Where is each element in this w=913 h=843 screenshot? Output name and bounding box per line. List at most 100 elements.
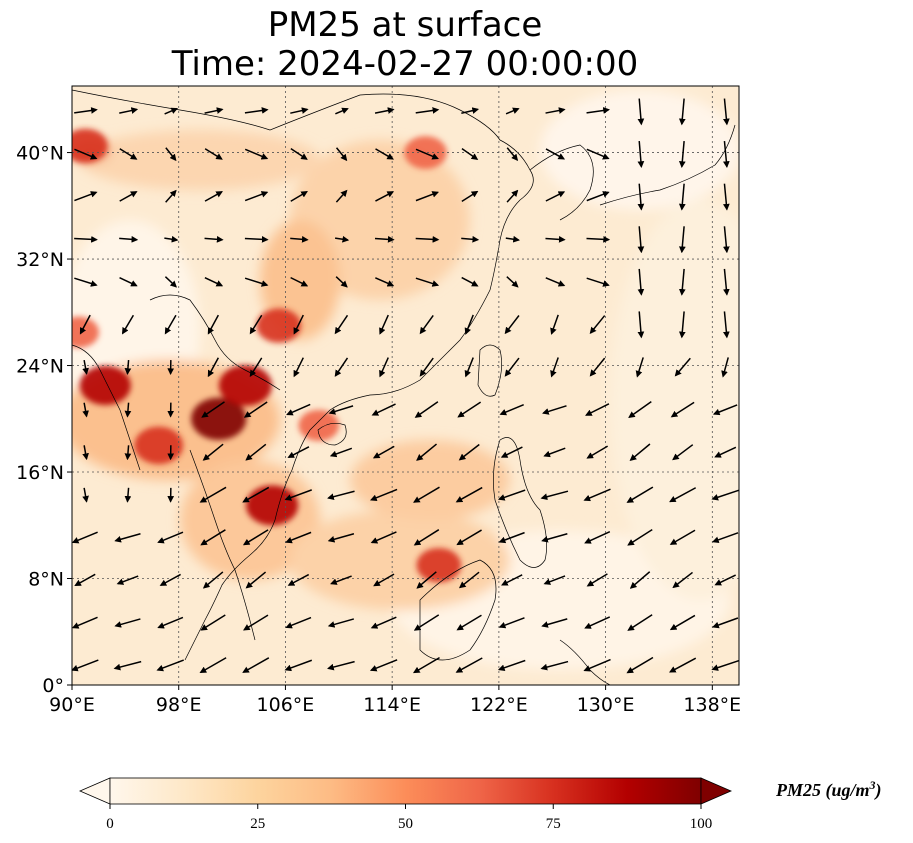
wind-arrow [121,314,135,335]
lon-tick-label-0: 90°E [49,694,95,716]
wind-arrow [243,401,268,418]
wind-arrow [461,190,479,202]
colorbar-extend-high [700,777,733,805]
wind-arrow [285,616,312,629]
wind-arrow [207,314,220,335]
wind-arrow [461,107,480,114]
wind-arrow [114,618,141,628]
wind-arrow [335,276,348,288]
wind-arrow [335,107,349,115]
wind-arrow [290,191,308,202]
wind-arrow [124,445,132,461]
wind-arrow [244,107,269,114]
hotspot-hainan-bay [298,409,340,442]
colorbar: 0 25 50 75 100 [78,777,733,832]
pm25-field [72,90,739,670]
wind-arrow [164,314,177,335]
wind-arrow [119,148,138,160]
wind-arrow [375,191,395,202]
wind-arrow [335,189,348,203]
wind-arrow [82,487,89,503]
wind-arrow [204,235,224,243]
wind-arrow [373,573,395,587]
wind-arrow [678,311,686,339]
colorbar-tick-label-4: 100 [690,816,713,832]
wind-arrow [165,189,177,203]
wind-arrow [284,489,312,501]
wind-arrow [124,402,132,418]
wind-arrow [74,235,98,243]
wind-arrow [678,226,686,254]
hotspot-myanmar-central [134,426,184,465]
wind-arrow [540,660,569,671]
wind-arrow [540,490,569,500]
wind-arrow [287,446,310,458]
wind-arrow [243,614,269,631]
wind-arrow [464,357,474,378]
wind-arrow [637,183,645,211]
wind-arrow [334,314,349,335]
wind-arrow [455,657,483,673]
wind-arrow [545,277,566,287]
wind-arrow [586,573,608,587]
wind-arrow [245,443,267,461]
wind-arrow [374,107,395,114]
wind-arrow [369,659,398,672]
wind-arrow [379,314,389,335]
wind-arrow [244,235,269,243]
wind-arrow [369,488,398,501]
wind-arrow [504,357,520,377]
wind-arrow [637,98,645,126]
wind-arrow [678,183,686,211]
wind-arrow [201,401,225,418]
wind-arrow [204,277,224,287]
wind-arrow [204,148,223,160]
wind-arrow [72,616,98,629]
hotspot-india-northeast [72,316,99,348]
wind-arrow [585,403,610,416]
wind-arrow [415,191,440,202]
wind-arrow [506,147,519,162]
wind-arrow [505,107,520,115]
lon-tick-label-5: 130°E [577,694,635,716]
lat-tick-label-2: 16°N [16,462,64,484]
wind-arrow [586,148,610,160]
wind-arrow [461,235,480,243]
wind-arrow [498,617,525,629]
wind-arrow [156,659,184,672]
wind-arrow [375,148,394,160]
wind-arrow [413,486,440,503]
wind-arrow [290,148,308,160]
hotspot-northern-thailand-laos [191,397,247,440]
wind-arrow [74,277,98,287]
colorbar-label-end: ) [875,780,882,800]
wind-arrow [629,443,651,461]
wind-arrow [506,189,519,203]
colorbar-label-main: PM25 (ug/m [776,780,870,800]
wind-arrow [413,529,440,546]
wind-arrow [589,357,606,377]
wind-arrow [419,357,434,377]
wind-arrow [670,401,695,418]
wind-arrow [669,614,696,631]
colorbar-tick-label-1: 25 [250,816,265,832]
wind-arrow [412,656,440,674]
wind-arrow [249,357,263,377]
colorbar-tick-label-3: 75 [546,816,561,832]
wind-arrow [328,405,354,415]
wind-arrow [626,656,654,674]
wind-arrow [500,446,523,458]
wind-arrow [501,574,523,586]
wind-arrow [627,528,653,546]
wind-arrow [200,529,226,546]
wind-arrow [74,107,98,114]
wind-arrow [545,148,566,160]
wind-arrow [678,141,686,169]
wind-arrow [327,618,355,628]
map-title-line2: Time: 2024-02-27 00:00:00 [171,44,639,84]
wind-arrow [124,360,132,375]
wind-arrow [79,314,91,335]
wind-arrow [550,357,559,378]
lon-tick-label-2: 106°E [257,694,315,716]
